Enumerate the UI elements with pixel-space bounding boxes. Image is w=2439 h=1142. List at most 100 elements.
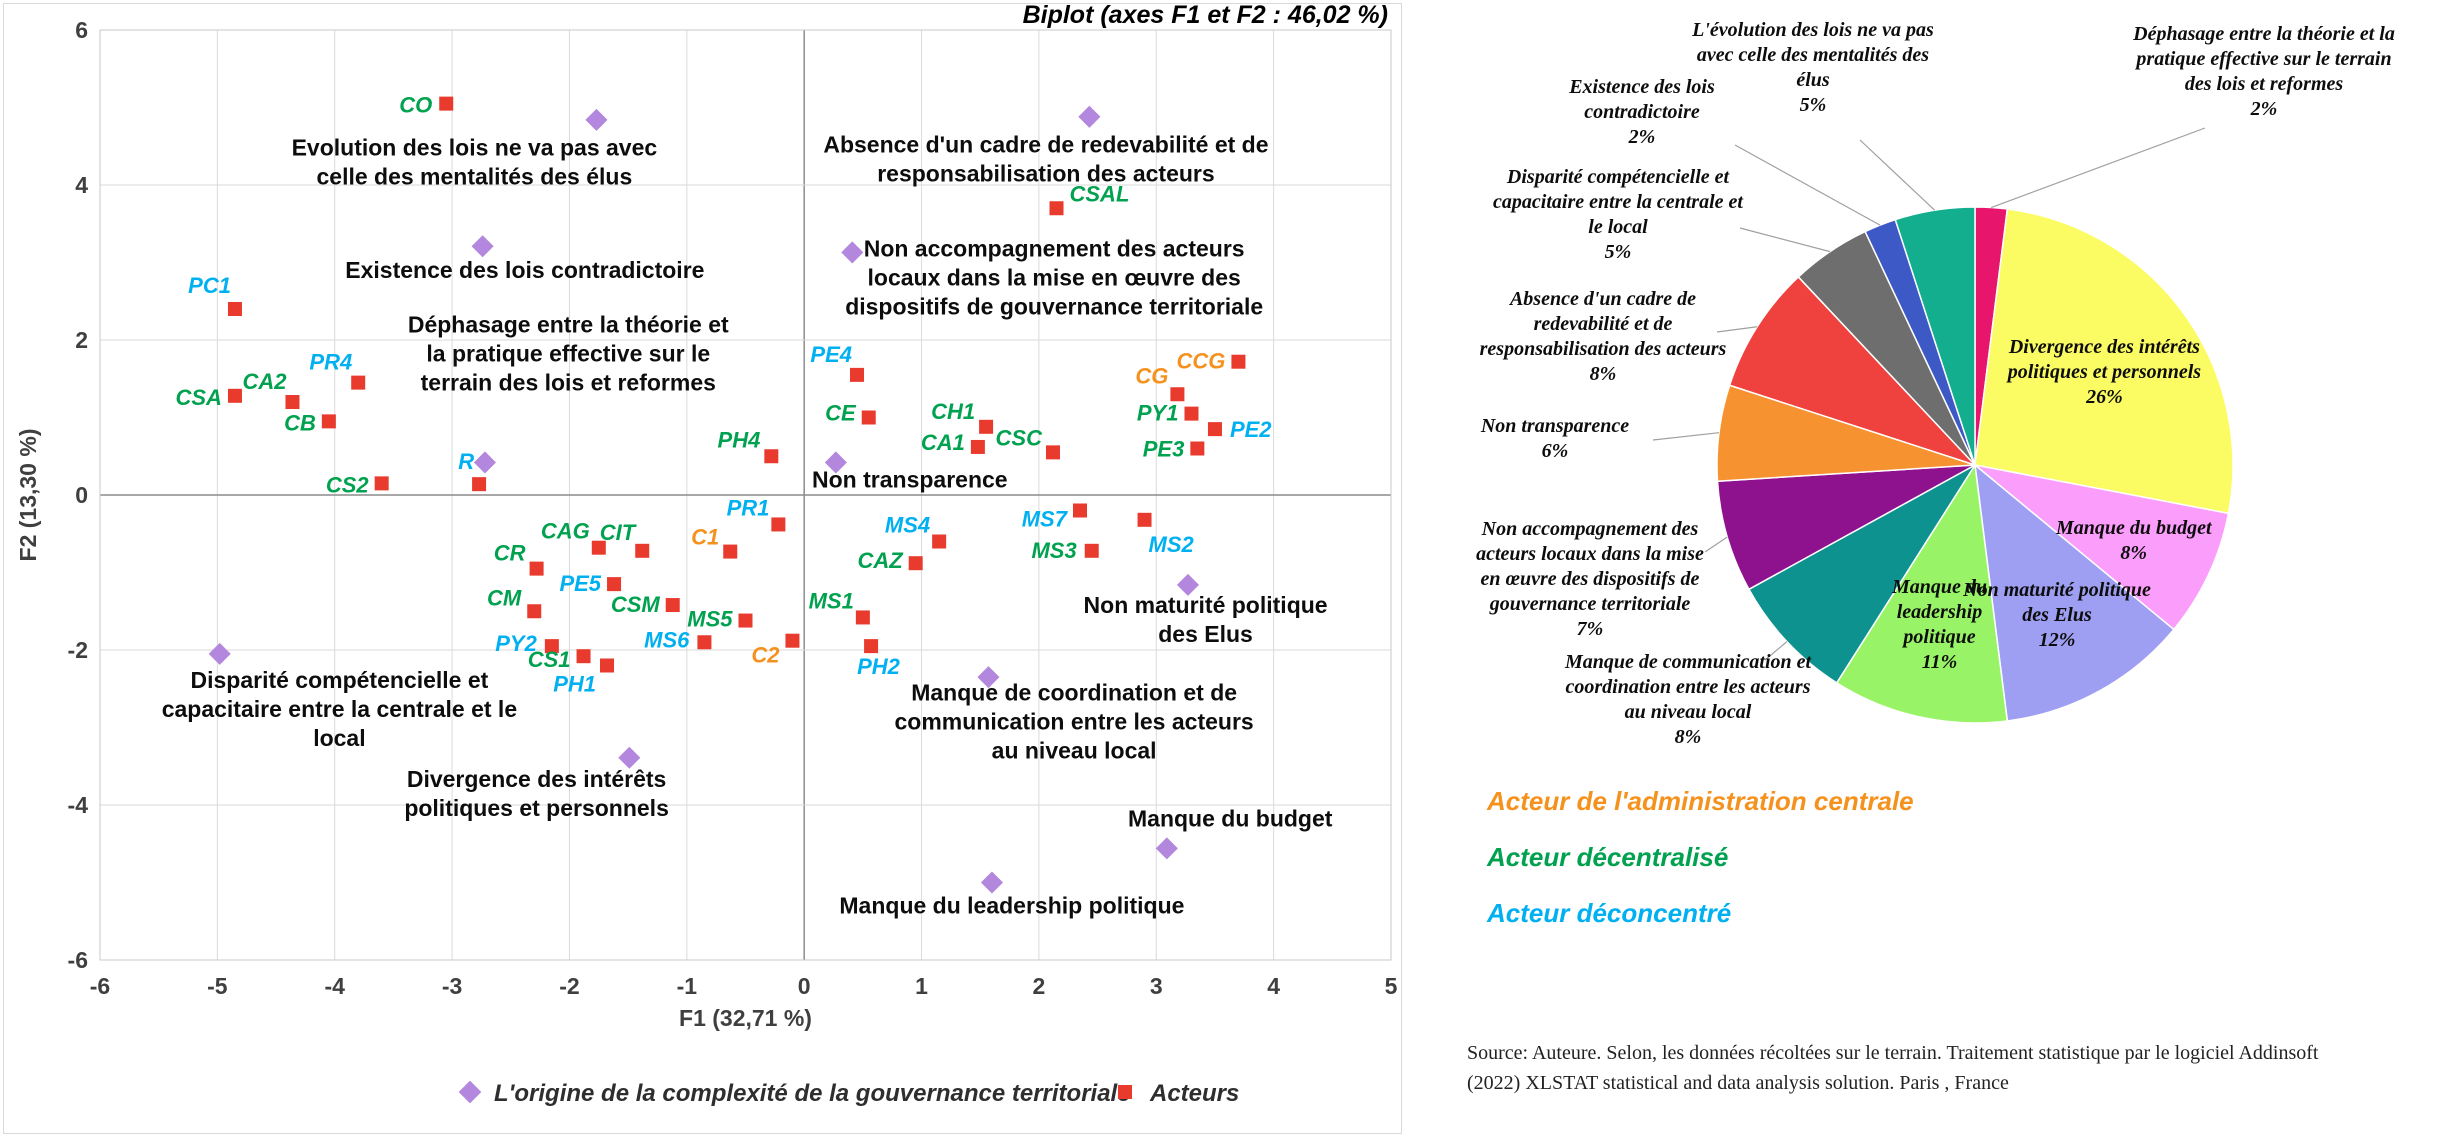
actor-square-marker bbox=[635, 543, 650, 558]
actor-label: CSC bbox=[996, 425, 1044, 450]
actor-square-marker bbox=[979, 419, 994, 434]
leader-line bbox=[1739, 227, 1831, 253]
pie-callout-label: Non transparence bbox=[1480, 415, 1629, 437]
complexity-factor: Manque du budget bbox=[1128, 806, 1333, 860]
pie-slice-label: 8% bbox=[2120, 542, 2147, 564]
pie-slice-label: Divergence des intérêts bbox=[2008, 336, 2200, 358]
pie-slice-label: leadership bbox=[1897, 601, 1983, 623]
actor-point: C1 bbox=[691, 525, 738, 559]
actor-point: MS3 bbox=[1031, 538, 1099, 563]
actor-label: CAG bbox=[541, 519, 590, 544]
actor-point: CA2 bbox=[242, 369, 300, 409]
actor-square-marker bbox=[321, 414, 336, 429]
actor-point: CA1 bbox=[921, 430, 985, 455]
leader-line bbox=[1704, 536, 1728, 553]
actor-point: PE3 bbox=[1143, 437, 1205, 462]
factor-label: Evolution des lois ne va pas avec bbox=[292, 135, 658, 161]
y-axis-label: F2 (13,30 %) bbox=[15, 429, 41, 562]
y-tick-label: -2 bbox=[68, 637, 88, 663]
actor-point: MS6 bbox=[644, 627, 712, 652]
actor-point: PH2 bbox=[857, 639, 901, 679]
y-tick-label: 0 bbox=[75, 482, 88, 508]
x-tick-label: -1 bbox=[677, 973, 698, 999]
actor-square-marker bbox=[785, 633, 800, 648]
pie-slice-label: 26% bbox=[2085, 386, 2123, 408]
actor-square-marker bbox=[849, 367, 864, 382]
actor-label: PE5 bbox=[559, 571, 601, 596]
actor-point: CE bbox=[825, 401, 876, 426]
pie-callout-label: gouvernance territoriale bbox=[1489, 593, 1691, 615]
actor-label: PC1 bbox=[188, 273, 231, 298]
biplot-panel: -6 -5 -4 -3 -2 -1 0 1 2 3 4 5 -6 -4 -2 0 2 4 6 Biplot (axes… bbox=[3, 1, 1402, 1134]
actor-point: PY1 bbox=[1137, 401, 1199, 426]
factor-label: locaux dans la mise en œuvre des bbox=[868, 264, 1241, 290]
factor-diamond-marker bbox=[1155, 837, 1178, 860]
pie-slice bbox=[1974, 208, 2234, 515]
actor-point: CG bbox=[1135, 363, 1185, 402]
actor-square-marker bbox=[1045, 445, 1060, 460]
factor-label: des Elus bbox=[1158, 621, 1253, 647]
actor-point: CB bbox=[284, 410, 336, 435]
factor-label: celle des mentalités des élus bbox=[316, 164, 632, 190]
actor-square-marker bbox=[285, 395, 300, 409]
actor-label: CCG bbox=[1177, 349, 1226, 374]
actor-label: CSM bbox=[611, 592, 661, 617]
legend-square-marker bbox=[1118, 1085, 1132, 1099]
factor-label: Non transparence bbox=[812, 466, 1008, 492]
pie-callout-label: Manque de communication et bbox=[1564, 651, 1813, 673]
x-tick-label: 5 bbox=[1385, 973, 1398, 999]
actor-point: PH4 bbox=[718, 427, 779, 464]
leader-line bbox=[1652, 432, 1720, 441]
legend-acteur-decentralise: Acteur décentralisé bbox=[1487, 842, 1729, 872]
pie-slice bbox=[1716, 464, 1976, 591]
legend-diamond-marker bbox=[458, 1080, 482, 1104]
x-tick-label: -3 bbox=[442, 973, 462, 999]
pie-callout-label: coordination entre les acteurs bbox=[1565, 676, 1810, 698]
pie-slice bbox=[1748, 464, 1976, 684]
actor-label: CA2 bbox=[242, 369, 287, 394]
y-tick-label: -6 bbox=[68, 947, 88, 973]
y-tick-label: -4 bbox=[68, 792, 89, 818]
factor-label: communication entre les acteurs bbox=[895, 708, 1254, 734]
pie-callout-label: élus bbox=[1796, 69, 1830, 91]
legend-acteur-deconcentre: Acteur déconcentré bbox=[1487, 898, 1732, 928]
actor-label: CS2 bbox=[326, 472, 370, 497]
complexity-factor: Divergence des intérêts politiques et per… bbox=[404, 746, 669, 821]
pie-chart: Déphasage entre la théorie et la pratique… bbox=[1476, 19, 2395, 748]
actor-square-marker bbox=[1190, 441, 1205, 456]
actor-label: PY2 bbox=[495, 631, 537, 656]
x-tick-label: 4 bbox=[1267, 973, 1280, 999]
leader-line bbox=[1764, 641, 1788, 661]
actor-point: PH1 bbox=[553, 658, 615, 697]
actor-point: MS1 bbox=[809, 588, 870, 625]
pie-callout-label: 5% bbox=[1800, 94, 1827, 116]
actor-label: MS4 bbox=[885, 513, 930, 538]
pie-callout-label: responsabilisation des acteurs bbox=[1480, 338, 1727, 360]
biplot-legend: L'origine de la complexité de la gouvern… bbox=[458, 1080, 1239, 1107]
actor-label: PH1 bbox=[553, 672, 596, 697]
actor-point: CS2 bbox=[326, 472, 389, 497]
x-tick-label: -2 bbox=[559, 973, 579, 999]
pie-slice-label: 11% bbox=[1922, 651, 1958, 673]
factor-label: dispositifs de gouvernance territoriale bbox=[845, 293, 1263, 319]
actor-square-marker bbox=[738, 613, 753, 628]
y-tick-label: 2 bbox=[75, 327, 88, 353]
actor-square-marker bbox=[529, 561, 544, 576]
x-tick-label: -5 bbox=[207, 973, 228, 999]
actor-point: MS7 bbox=[1022, 503, 1087, 532]
factor-label: Manque du leadership politique bbox=[839, 893, 1184, 919]
actor-point: CR bbox=[494, 541, 544, 576]
actor-point: C2 bbox=[751, 633, 800, 668]
actor-square-marker bbox=[439, 96, 454, 111]
pie-callout-label: avec celle des mentalités des bbox=[1697, 44, 1929, 66]
actor-square-marker bbox=[527, 604, 542, 619]
pie-callout-label: des lois et reformes bbox=[2185, 73, 2344, 95]
actor-label: PR1 bbox=[727, 495, 770, 520]
pie-callout-label: 2% bbox=[2250, 98, 2278, 120]
actor-square-marker bbox=[600, 658, 615, 673]
leader-line bbox=[1990, 127, 2206, 209]
leader-line bbox=[1734, 144, 1881, 226]
actor-label: PE3 bbox=[1143, 437, 1185, 462]
actor-square-marker bbox=[607, 577, 622, 592]
